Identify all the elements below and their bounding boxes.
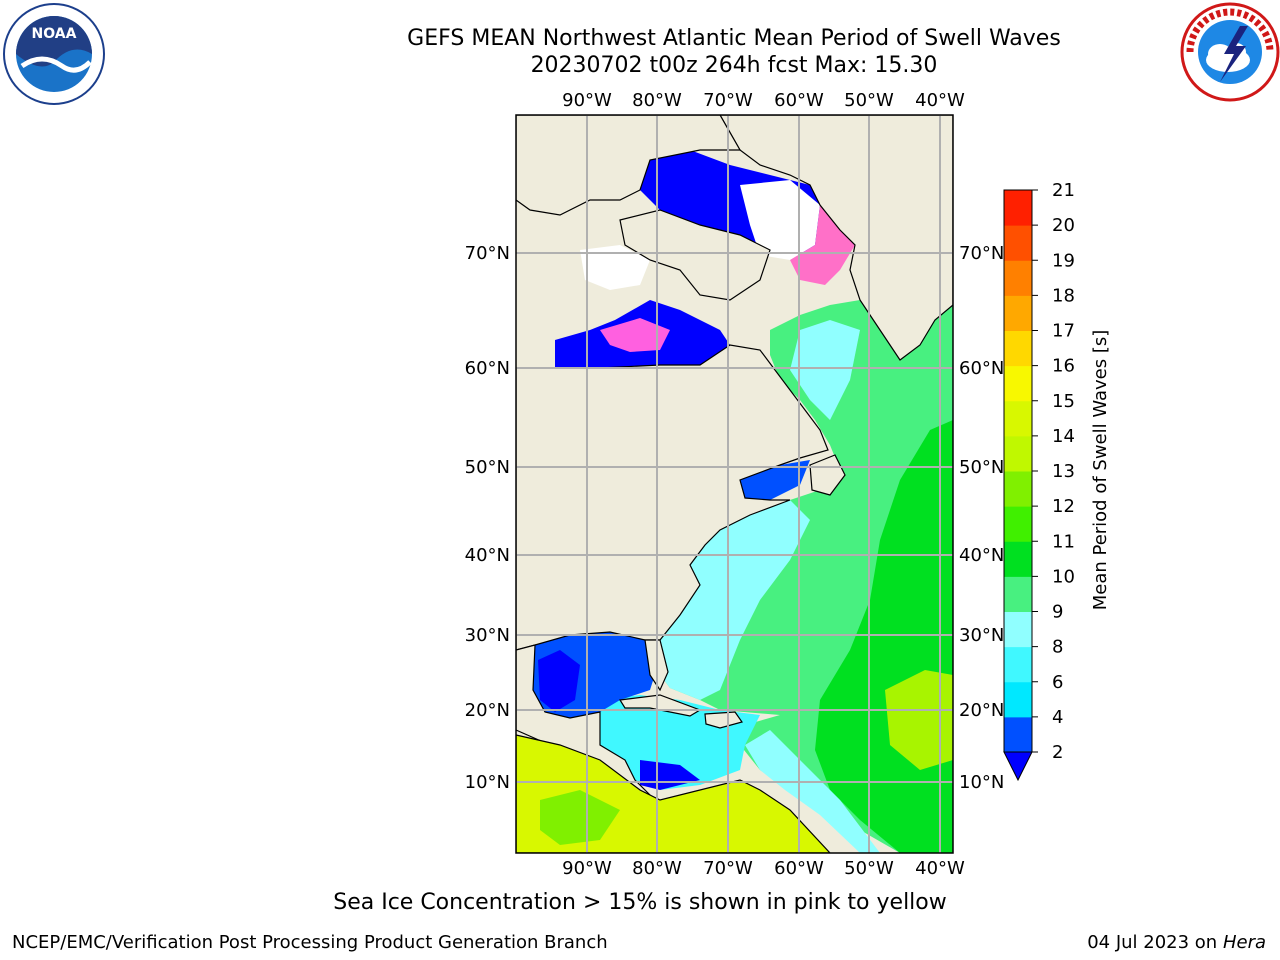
lat-label: 60°N [465, 358, 510, 379]
swell-band-8-9 [655, 500, 810, 700]
lat-labels-left: 70°N 60°N 50°N 40°N 30°N 20°N 10°N [465, 243, 510, 793]
lon-label: 70°W [703, 90, 753, 111]
lat-label: 20°N [959, 700, 1004, 721]
colorbar-segment [1004, 576, 1032, 612]
lat-label: 70°N [465, 243, 510, 264]
lon-label: 40°W [915, 858, 965, 879]
colorbar-tick-label: 20 [1052, 215, 1075, 236]
gulf-deep-blue [538, 650, 580, 712]
lon-label: 50°W [844, 858, 894, 879]
colorbar-segment [1004, 330, 1032, 367]
lon-label: 40°W [915, 90, 965, 111]
colorbar-tick-label: 14 [1052, 426, 1075, 447]
colorbar-under-arrow [1003, 751, 1033, 782]
map-frame [515, 114, 954, 854]
lat-label: 10°N [959, 772, 1004, 793]
colorbar-tick-label: 15 [1052, 391, 1075, 412]
colorbar-tick-label: 4 [1052, 707, 1063, 728]
colorbar-tick-label: 9 [1052, 602, 1063, 623]
chart-subtitle: 20230702 t00z 264h fcst Max: 15.30 [530, 53, 938, 78]
lat-label: 50°N [465, 457, 510, 478]
lon-labels-top: 90°W 80°W 70°W 60°W 50°W 40°W [562, 90, 965, 111]
lat-label: 10°N [465, 772, 510, 793]
colorbar-tick-label: 2 [1052, 742, 1063, 763]
lat-label: 60°N [959, 358, 1004, 379]
colorbar-segment [1004, 260, 1032, 296]
lat-label: 30°N [465, 625, 510, 646]
south-america-green [540, 790, 620, 845]
colorbar-label: Mean Period of Swell Waves [s] [1090, 330, 1111, 611]
arctic-islands [516, 115, 742, 216]
colorbar-segment [1004, 681, 1032, 718]
colorbar-tick-label: 10 [1052, 566, 1075, 587]
lat-label: 20°N [465, 700, 510, 721]
noaa-logo: NOAA [3, 3, 105, 105]
arctic-ice-white [580, 245, 650, 290]
generation-date: 04 Jul 2023 on Hera [1087, 932, 1266, 953]
colorbar-segment [1004, 365, 1032, 402]
colorbar-segment [1004, 400, 1032, 437]
colorbar-segment [1004, 716, 1032, 753]
lon-label: 80°W [632, 90, 682, 111]
newfoundland [809, 454, 846, 496]
lat-label: 70°N [959, 243, 1004, 264]
colorbar-segment [1004, 471, 1032, 507]
st-lawrence [740, 460, 810, 500]
lat-label: 50°N [959, 457, 1004, 478]
colorbar-segment [1004, 295, 1032, 331]
colorbar-tick-label: 18 [1052, 285, 1075, 306]
colorbar-segment [1004, 225, 1032, 261]
colorbar [1003, 189, 1033, 782]
colorbar-segment [1004, 541, 1032, 577]
colorbar-segment [1004, 646, 1032, 683]
colorbar-segment [1004, 435, 1032, 472]
baffin-ice-edge [790, 205, 855, 285]
colorbar-tick-label: 6 [1052, 672, 1063, 693]
hudson-ice [600, 318, 670, 352]
hispaniola [704, 711, 743, 729]
lat-label: 40°N [465, 545, 510, 566]
colorbar-tick-label: 13 [1052, 461, 1075, 482]
lon-label: 80°W [632, 858, 682, 879]
date-text: 04 Jul 2023 on [1087, 932, 1223, 953]
svg-text:NOAA: NOAA [32, 26, 77, 42]
colorbar-ticks: 2 4 6 8 9 10 11 12 13 14 15 16 17 18 19 20 21 [1032, 180, 1075, 763]
lon-label: 90°W [562, 858, 612, 879]
swell-band-12-13 [885, 670, 953, 770]
lon-label: 60°W [774, 858, 824, 879]
nws-logo [1180, 2, 1280, 102]
colorbar-tick-label: 17 [1052, 321, 1075, 342]
colorbar-segment [1004, 190, 1032, 226]
lat-label: 40°N [959, 545, 1004, 566]
colorbar-tick-label: 12 [1052, 496, 1075, 517]
colorbar-segment [1004, 611, 1032, 648]
machine-name: Hera [1222, 932, 1266, 953]
graticule [516, 115, 953, 853]
lat-label: 30°N [959, 625, 1004, 646]
colorbar-tick-label: 11 [1052, 531, 1075, 552]
sea-ice-note: Sea Ice Concentration > 15% is shown in … [333, 890, 947, 915]
lon-label: 90°W [562, 90, 612, 111]
colorbar-segment [1004, 506, 1032, 542]
lon-labels-bottom: 90°W 80°W 70°W 60°W 50°W 40°W [562, 858, 965, 879]
lon-label: 50°W [844, 90, 894, 111]
map-plot-area [516, 115, 953, 853]
lon-label: 60°W [774, 90, 824, 111]
colorbar-tick-label: 19 [1052, 250, 1075, 271]
labrador-cyan [790, 320, 860, 420]
colorbar-tick-label: 21 [1052, 180, 1075, 201]
credit-line: NCEP/EMC/Verification Post Processing Pr… [12, 932, 608, 953]
colorbar-tick-label: 8 [1052, 637, 1063, 658]
colorbar-tick-label: 16 [1052, 356, 1075, 377]
swell-band-6-8 [745, 730, 880, 853]
chart-title: GEFS MEAN Northwest Atlantic Mean Period… [407, 26, 1061, 51]
lon-label: 70°W [703, 858, 753, 879]
lat-labels-right: 70°N 60°N 50°N 40°N 30°N 20°N 10°N [959, 243, 1004, 793]
